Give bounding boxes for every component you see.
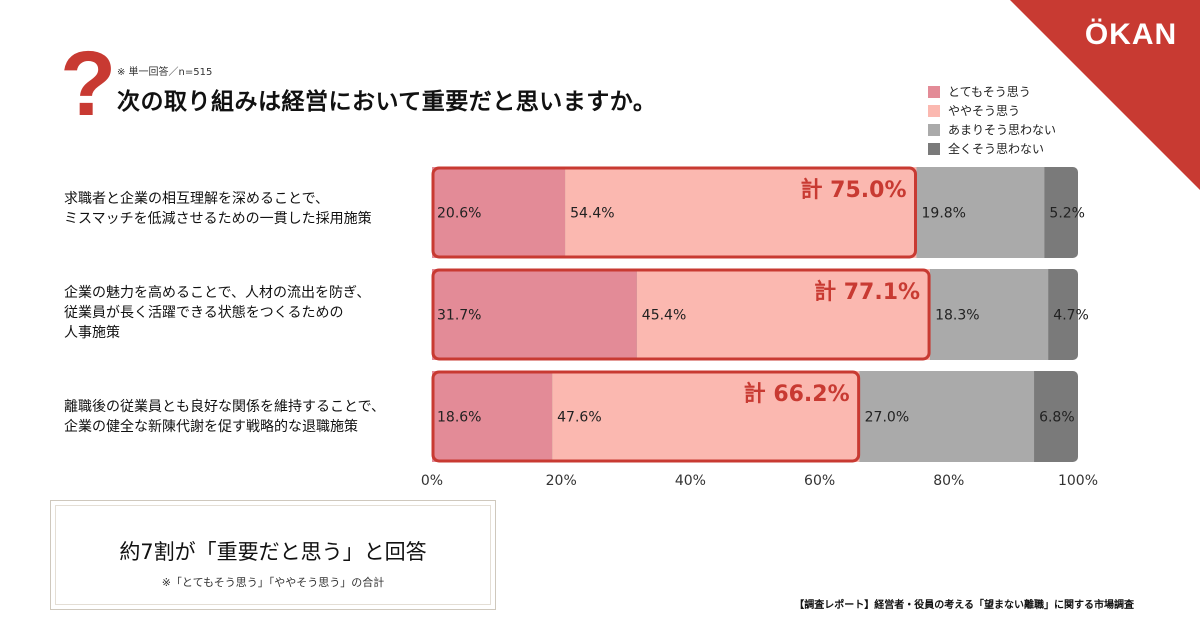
category-label-1: 求職者と企業の相互理解を深めることで、 ミスマッチを低減させるための一貫した採用… xyxy=(64,189,372,229)
bar-segment xyxy=(916,167,1045,258)
bar-segment xyxy=(432,269,637,360)
x-tick-label: 20% xyxy=(546,473,577,489)
legend-swatch xyxy=(928,142,940,155)
legend-item: とてもそう思う xyxy=(928,82,1056,101)
bar-value-label: 5.2% xyxy=(1049,206,1085,222)
bar-value-label: 27.0% xyxy=(865,410,909,426)
okan-logo: ÖKAN xyxy=(1084,18,1178,51)
bar-value-label: 20.6% xyxy=(437,206,481,222)
bar-value-label: 47.6% xyxy=(557,410,601,426)
legend-item: ややそう思う xyxy=(928,101,1056,120)
bar-value-label: 6.8% xyxy=(1039,410,1075,426)
total-label: 計 66.2% xyxy=(744,381,850,407)
bar-value-label: 45.4% xyxy=(642,308,686,324)
summary-headline: 約7割が「重要だと思う」と回答 xyxy=(119,540,427,564)
source-footer: 【調査レポート】経営者・役員の考える「望まない離職」に関する市場調査 xyxy=(794,600,1134,611)
bar-value-label: 18.3% xyxy=(935,308,979,324)
bar-segment xyxy=(432,371,553,462)
bar-segment xyxy=(859,371,1035,462)
question-mark-icon: ? xyxy=(60,33,117,135)
legend-item: あまりそう思わない xyxy=(928,120,1056,139)
category-label-2: 企業の魅力を高めることで、人材の流出を防ぎ、 従業員が長く活躍できる状態をつくる… xyxy=(64,283,370,343)
x-tick-label: 40% xyxy=(675,473,706,489)
bar-segment xyxy=(432,167,566,258)
category-line: ミスマッチを低減させるための一貫した採用施策 xyxy=(64,211,372,227)
summary-note: ※「とてもそう思う」「ややそう思う」の合計 xyxy=(161,576,385,589)
total-frame xyxy=(431,370,861,463)
legend-label: とてもそう思う xyxy=(948,85,1031,99)
x-tick-label: 80% xyxy=(933,473,964,489)
legend-label: あまりそう思わない xyxy=(948,123,1057,137)
legend-item: 全くそう思わない xyxy=(928,139,1056,158)
bar-segment xyxy=(636,269,931,360)
legend-swatch xyxy=(928,104,940,117)
x-tick-label: 0% xyxy=(421,473,443,489)
bar-value-label: 54.4% xyxy=(570,206,614,222)
chart-legend: とてもそう思う ややそう思う あまりそう思わない 全くそう思わない xyxy=(928,82,1056,158)
x-tick-label: 60% xyxy=(804,473,835,489)
legend-swatch xyxy=(928,123,940,136)
bar-segment xyxy=(930,269,1049,360)
category-line: 企業の魅力を高めることで、人材の流出を防ぎ、 xyxy=(64,285,371,301)
brand-corner xyxy=(1010,0,1200,190)
category-line: 従業員が長く活躍できる状態をつくるための xyxy=(64,305,344,321)
summary-box: 約7割が「重要だと思う」と回答 ※「とてもそう思う」「ややそう思う」の合計 xyxy=(50,500,496,610)
category-label-3: 離職後の従業員とも良好な関係を維持することで、 企業の健全な新陳代謝を促す戦略的… xyxy=(64,397,385,437)
legend-label: ややそう思う xyxy=(948,104,1021,118)
legend-swatch xyxy=(928,85,940,98)
total-label: 計 77.1% xyxy=(814,279,920,305)
page-title: 次の取り組みは経営において重要だと思いますか。 xyxy=(117,89,657,115)
bar-value-label: 31.7% xyxy=(437,308,481,324)
bar-value-label: 18.6% xyxy=(437,410,481,426)
bar-segment xyxy=(565,167,917,258)
summary-inner: 約7割が「重要だと思う」と回答 ※「とてもそう思う」「ややそう思う」の合計 xyxy=(55,505,491,605)
bar-segment xyxy=(552,371,860,462)
x-tick-label: 100% xyxy=(1058,473,1098,489)
total-frame xyxy=(431,166,917,259)
bar-value-label: 4.7% xyxy=(1053,308,1089,324)
bar-value-label: 19.8% xyxy=(922,206,966,222)
category-line: 求職者と企業の相互理解を深めることで、 xyxy=(64,191,330,207)
sample-note: ※ 単一回答／n=515 xyxy=(117,67,213,78)
category-line: 企業の健全な新陳代謝を促す戦略的な退職施策 xyxy=(64,419,358,435)
total-frame xyxy=(431,268,931,361)
legend-label: 全くそう思わない xyxy=(948,142,1045,156)
category-line: 離職後の従業員とも良好な関係を維持することで、 xyxy=(64,399,386,415)
category-line: 人事施策 xyxy=(64,325,120,341)
total-label: 計 75.0% xyxy=(801,177,907,203)
